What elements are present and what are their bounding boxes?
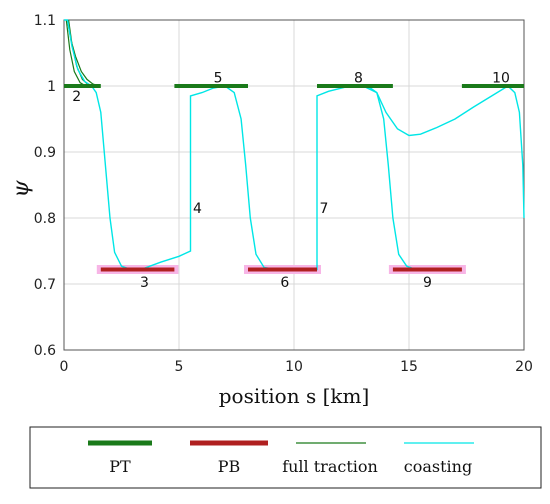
x-tick-label-3: 15 — [400, 359, 418, 375]
full-traction-curve-2 — [65, 19, 87, 87]
y-tick-label-4: 1 — [47, 79, 56, 95]
coasting-curve-1 — [367, 85, 525, 219]
x-tick-label-4: 20 — [515, 359, 533, 375]
plot-frame — [63, 19, 525, 351]
segment-number-3: 3 — [140, 275, 149, 291]
segment-number-2: 2 — [72, 89, 81, 105]
x-axis-label: position s [km] — [219, 384, 370, 408]
y-tick-label-3: 0.9 — [34, 145, 56, 161]
segment-number-6: 6 — [280, 275, 289, 291]
coasting-curve-0 — [64, 19, 455, 271]
segment-number-9: 9 — [423, 275, 432, 291]
legend-label-3: coasting — [404, 457, 472, 476]
x-tick-label-2: 10 — [285, 359, 303, 375]
segment-number-7: 7 — [319, 201, 328, 217]
legend-box — [29, 426, 542, 489]
y-tick-label-0: 0.6 — [34, 343, 56, 359]
segment-number-4: 4 — [193, 201, 202, 217]
y-tick-label-5: 1.1 — [34, 13, 56, 29]
segment-number-8: 8 — [354, 70, 363, 86]
y-tick-label-1: 0.7 — [34, 277, 56, 293]
legend-label-2: full traction — [282, 457, 378, 476]
x-tick-label-0: 0 — [60, 359, 69, 375]
x-tick-label-1: 5 — [175, 359, 184, 375]
segment-number-5: 5 — [214, 70, 223, 86]
legend-label-1: PB — [218, 457, 241, 476]
y-tick-label-2: 0.8 — [34, 211, 56, 227]
y-axis-label: ψ — [9, 180, 34, 198]
legend-label-0: PT — [109, 457, 131, 476]
segment-number-10: 10 — [492, 70, 510, 86]
